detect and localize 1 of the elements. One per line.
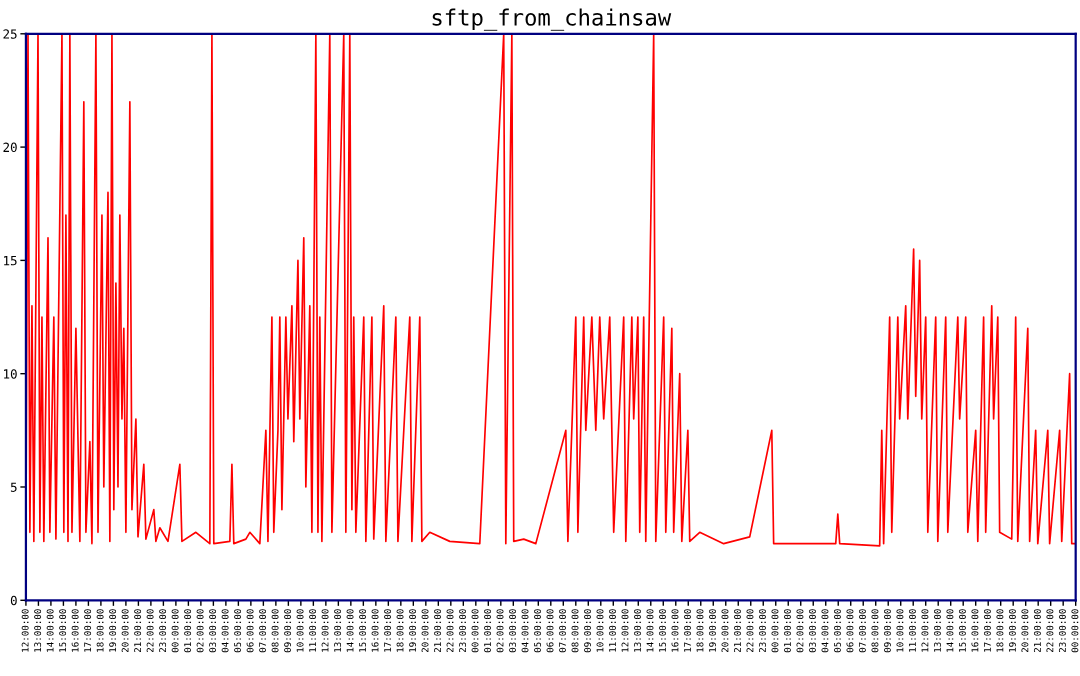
chart-title: sftp_from_chainsaw [432, 8, 672, 31]
